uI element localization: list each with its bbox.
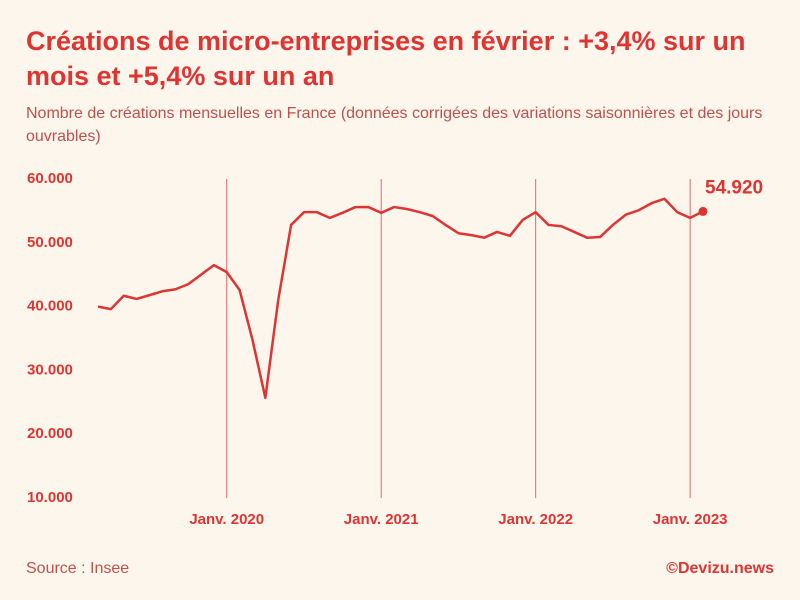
x-tick-label: Janv. 2022 xyxy=(498,511,573,528)
x-tick-label: Janv. 2023 xyxy=(653,511,728,528)
x-tick-label: Janv. 2020 xyxy=(189,511,264,528)
data-label: 54.920 xyxy=(705,177,763,198)
y-tick-label: 50.000 xyxy=(27,234,73,251)
x-tick-label: Janv. 2021 xyxy=(344,511,419,528)
y-tick-label: 60.000 xyxy=(27,170,73,187)
source-note: Source : Insee xyxy=(26,560,130,577)
credit: ©Devizu.news xyxy=(666,560,774,577)
y-tick-label: 10.000 xyxy=(27,489,73,506)
data-line xyxy=(97,197,704,400)
chart-subtitle: Nombre de créations mensuelles en France… xyxy=(26,105,763,145)
chart-title: Créations de micro-entreprises en févrie… xyxy=(26,26,746,91)
y-tick-label: 40.000 xyxy=(27,298,73,315)
y-tick-label: 20.000 xyxy=(27,425,73,442)
y-tick-label: 30.000 xyxy=(27,361,73,378)
end-point xyxy=(698,206,708,216)
